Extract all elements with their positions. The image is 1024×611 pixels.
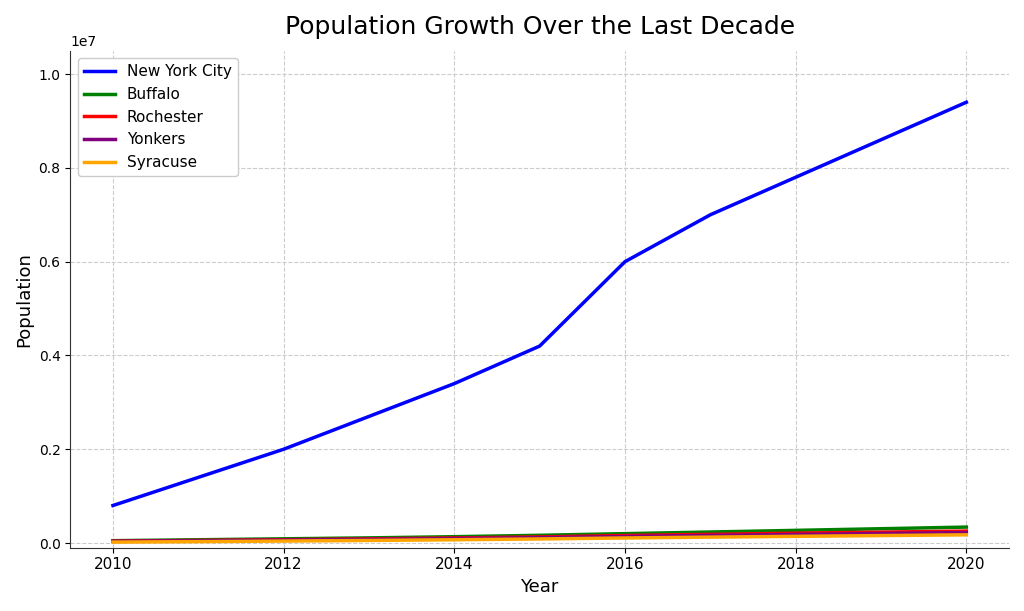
Syracuse: [362, 537, 375, 544]
Rochester: [193, 537, 205, 544]
Buffalo: [705, 529, 717, 536]
Title: Population Growth Over the Last Decade: Population Growth Over the Last Decade: [285, 15, 795, 39]
Yonkers: [705, 532, 717, 539]
New York City: [618, 258, 631, 265]
Rochester: [618, 532, 631, 539]
Line: Buffalo: Buffalo: [113, 527, 967, 541]
New York City: [362, 413, 375, 420]
Yonkers: [961, 529, 973, 536]
Rochester: [278, 536, 290, 543]
Rochester: [449, 534, 461, 541]
Buffalo: [790, 527, 802, 534]
X-axis label: Year: Year: [520, 578, 559, 596]
Yonkers: [449, 535, 461, 542]
Line: New York City: New York City: [113, 102, 967, 505]
New York City: [790, 174, 802, 181]
Yonkers: [790, 531, 802, 538]
Syracuse: [193, 538, 205, 545]
New York City: [278, 445, 290, 453]
Line: Syracuse: Syracuse: [113, 535, 967, 542]
Buffalo: [534, 532, 546, 539]
Buffalo: [874, 525, 887, 532]
Syracuse: [790, 533, 802, 540]
Yonkers: [874, 530, 887, 537]
Rochester: [534, 533, 546, 541]
Buffalo: [193, 536, 205, 543]
Syracuse: [278, 538, 290, 545]
New York City: [961, 98, 973, 106]
Syracuse: [705, 533, 717, 541]
New York City: [449, 380, 461, 387]
Rochester: [705, 531, 717, 538]
Line: Rochester: Rochester: [113, 531, 967, 541]
Syracuse: [449, 536, 461, 543]
Line: Yonkers: Yonkers: [113, 533, 967, 541]
Buffalo: [106, 537, 119, 544]
Syracuse: [618, 534, 631, 541]
New York City: [193, 474, 205, 481]
Yonkers: [362, 536, 375, 543]
Yonkers: [106, 538, 119, 545]
Rochester: [790, 530, 802, 537]
Buffalo: [278, 535, 290, 543]
New York City: [874, 136, 887, 144]
Rochester: [874, 529, 887, 536]
Yonkers: [618, 533, 631, 540]
Buffalo: [961, 524, 973, 531]
Syracuse: [106, 538, 119, 546]
Buffalo: [618, 530, 631, 537]
New York City: [705, 211, 717, 219]
New York City: [534, 342, 546, 349]
Rochester: [362, 535, 375, 543]
Y-axis label: Population: Population: [15, 252, 33, 346]
Syracuse: [534, 535, 546, 543]
Buffalo: [362, 534, 375, 541]
Yonkers: [193, 537, 205, 544]
Rochester: [106, 538, 119, 545]
Yonkers: [534, 534, 546, 541]
Syracuse: [961, 531, 973, 538]
Yonkers: [278, 536, 290, 544]
New York City: [106, 502, 119, 509]
Legend: New York City, Buffalo, Rochester, Yonkers, Syracuse: New York City, Buffalo, Rochester, Yonke…: [78, 58, 238, 176]
Syracuse: [874, 532, 887, 540]
Buffalo: [449, 533, 461, 540]
Rochester: [961, 527, 973, 535]
